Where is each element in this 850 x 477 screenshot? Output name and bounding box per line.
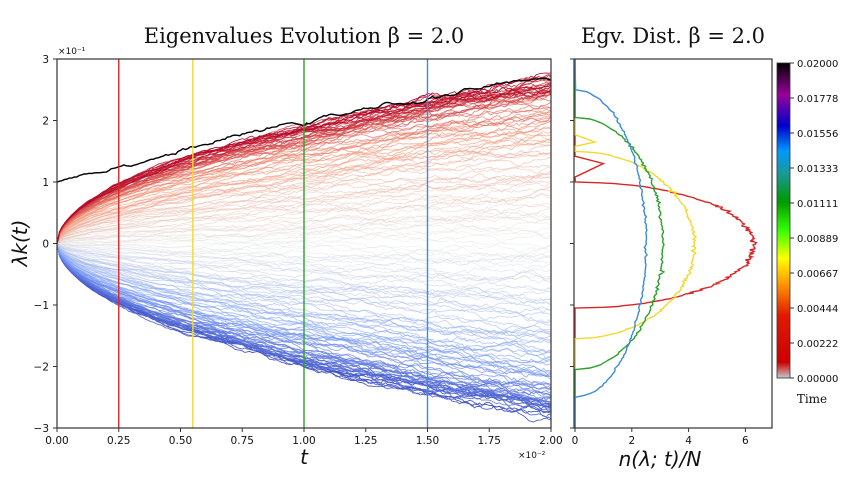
- colorbar-tick-label: 0.01778: [797, 94, 838, 105]
- distribution-curve: [574, 59, 648, 428]
- left-x-ticks: 0.00 0.25 0.50 0.75 1.00 1.25 1.50 1.75 2.00: [45, 428, 563, 447]
- right-x-axis-label: n(λ; t)/N: [619, 447, 702, 471]
- y-tick-label: 0: [42, 239, 49, 251]
- x-tick-label: 1.75: [478, 435, 501, 447]
- x-tick-label: 0.75: [231, 435, 254, 447]
- right-plot-frame: [573, 58, 773, 429]
- time-markers: [118, 59, 429, 428]
- y-axis-label: λk(t): [8, 220, 32, 268]
- y-tick-label: 2: [42, 116, 49, 128]
- x-axis-label: t: [300, 445, 309, 469]
- colorbar-tick-label: 0.00444: [797, 304, 838, 315]
- distribution-curve: [574, 59, 698, 428]
- distribution-curve: [574, 59, 758, 428]
- x-multiplier: ×10⁻²: [518, 451, 546, 461]
- x-tick-label: 0.00: [45, 435, 68, 447]
- right-y-ticks: [570, 58, 574, 429]
- x-tick-label: 1.50: [416, 435, 439, 447]
- x-tick-label: 0.50: [169, 435, 192, 447]
- right-x-tick-label: 4: [685, 435, 692, 447]
- right-x-tick-label: 0: [572, 435, 579, 447]
- y-tick-label: 1: [42, 177, 49, 189]
- x-tick-label: 2.00: [539, 435, 562, 447]
- y-tick-label: −1: [34, 300, 49, 312]
- colorbar-tick-label: 0.01556: [797, 129, 838, 140]
- x-tick-label: 1.25: [354, 435, 377, 447]
- distribution-curves: [574, 59, 758, 428]
- right-chart-title: Egv. Dist. β = 2.0: [581, 24, 765, 48]
- left-chart-title: Eigenvalues Evolution β = 2.0: [144, 24, 465, 48]
- x-tick-label: 0.25: [107, 435, 130, 447]
- colorbar-ticks: 0.00000 0.00222 0.00444 0.00667 0.00889 0.011…: [790, 59, 838, 385]
- right-x-tick-label: 6: [742, 435, 749, 447]
- distribution-curve: [574, 59, 666, 428]
- colorbar-tick-label: 0.01333: [797, 164, 838, 175]
- colorbar-tick-label: 0.00667: [797, 269, 838, 280]
- left-y-ticks: −3 −2 −1 0 1 2 3: [34, 54, 57, 435]
- colorbar-tick-label: 0.00000: [797, 374, 838, 385]
- colorbar-tick-label: 0.00222: [797, 339, 838, 350]
- right-x-ticks: 0 2 4 6: [572, 428, 749, 447]
- right-x-tick-label: 2: [628, 435, 635, 447]
- y-tick-label: 3: [42, 54, 49, 66]
- colorbar-tick-label: 0.00889: [797, 234, 838, 245]
- y-tick-label: −3: [34, 423, 49, 435]
- colorbar-tick-label: 0.02000: [797, 59, 838, 70]
- y-multiplier: ×10⁻¹: [58, 47, 86, 57]
- x-tick-label: 1.00: [292, 435, 315, 447]
- y-tick-label: −2: [34, 362, 49, 374]
- colorbar: [776, 62, 791, 379]
- colorbar-label: Time: [797, 392, 827, 406]
- colorbar-tick-label: 0.01111: [797, 199, 838, 210]
